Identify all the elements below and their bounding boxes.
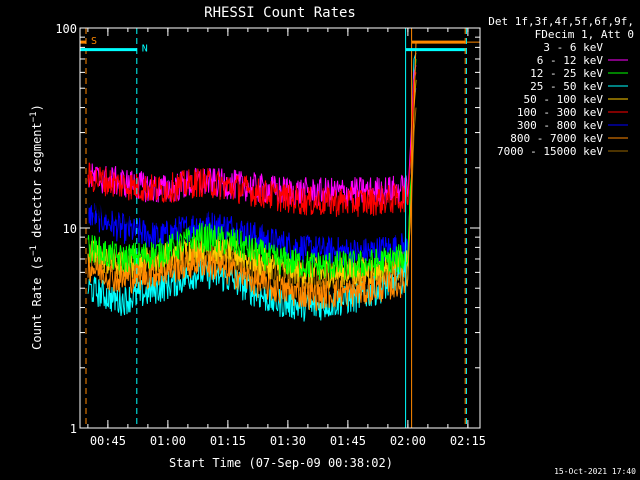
legend-header-line2: FDecim 1, Att 0 bbox=[535, 28, 634, 41]
series-line bbox=[87, 72, 417, 241]
x-axis: 00:45 01:00 01:15 01:30 01:45 02:00 02:15 bbox=[87, 28, 486, 448]
x-tick-label: 01:00 bbox=[150, 434, 186, 448]
y-tick-label: 100 bbox=[55, 22, 77, 36]
legend-label: 100 - 300 keV bbox=[517, 106, 603, 119]
series-line bbox=[87, 72, 417, 217]
x-tick-label: 01:30 bbox=[270, 434, 306, 448]
series-line bbox=[87, 52, 417, 322]
legend-label: 12 - 25 keV bbox=[530, 67, 603, 80]
chart-title: RHESSI Count Rates bbox=[204, 5, 356, 21]
legend-label: 800 - 7000 keV bbox=[510, 132, 603, 145]
legend-label: 7000 - 15000 keV bbox=[497, 145, 603, 158]
x-tick-label: 02:00 bbox=[390, 434, 426, 448]
y-axis-label-sup2: −1 bbox=[29, 111, 39, 122]
y-tick-label: 1 bbox=[70, 422, 77, 436]
legend-label: 300 - 800 keV bbox=[517, 119, 603, 132]
attenuator-label: S bbox=[91, 36, 97, 47]
y-axis-label-end: ) bbox=[30, 104, 44, 111]
series-line bbox=[87, 58, 417, 280]
x-tick-label: 01:45 bbox=[330, 434, 366, 448]
y-axis-label: Count Rate (s−1 detector segment−1) bbox=[29, 104, 44, 350]
x-tick-label: 02:15 bbox=[450, 434, 486, 448]
timestamp: 15-Oct-2021 17:40 bbox=[554, 467, 636, 476]
y-axis-label-mid: detector segment bbox=[30, 122, 44, 245]
series-layer bbox=[87, 41, 480, 322]
legend-label: 25 - 50 keV bbox=[530, 80, 603, 93]
y-axis-label-sup1: −1 bbox=[29, 245, 39, 256]
y-axis-label-main: Count Rate (s bbox=[30, 256, 44, 350]
legend: Det 1f,3f,4f,5f,6f,9f, FDecim 1, Att 0 3… bbox=[488, 15, 634, 158]
legend-label: 6 - 12 keV bbox=[537, 54, 604, 67]
x-axis-label: Start Time (07-Sep-09 00:38:02) bbox=[169, 456, 393, 470]
x-tick-label: 00:45 bbox=[90, 434, 126, 448]
night-label: N bbox=[142, 44, 148, 55]
y-tick-label: 10 bbox=[63, 222, 77, 236]
legend-label: 3 - 6 keV bbox=[543, 41, 603, 54]
x-tick-label: 01:15 bbox=[210, 434, 246, 448]
series-line bbox=[87, 41, 480, 312]
legend-label: 50 - 100 keV bbox=[524, 93, 604, 106]
legend-header-line1: Det 1f,3f,4f,5f,6f,9f, bbox=[488, 15, 634, 28]
